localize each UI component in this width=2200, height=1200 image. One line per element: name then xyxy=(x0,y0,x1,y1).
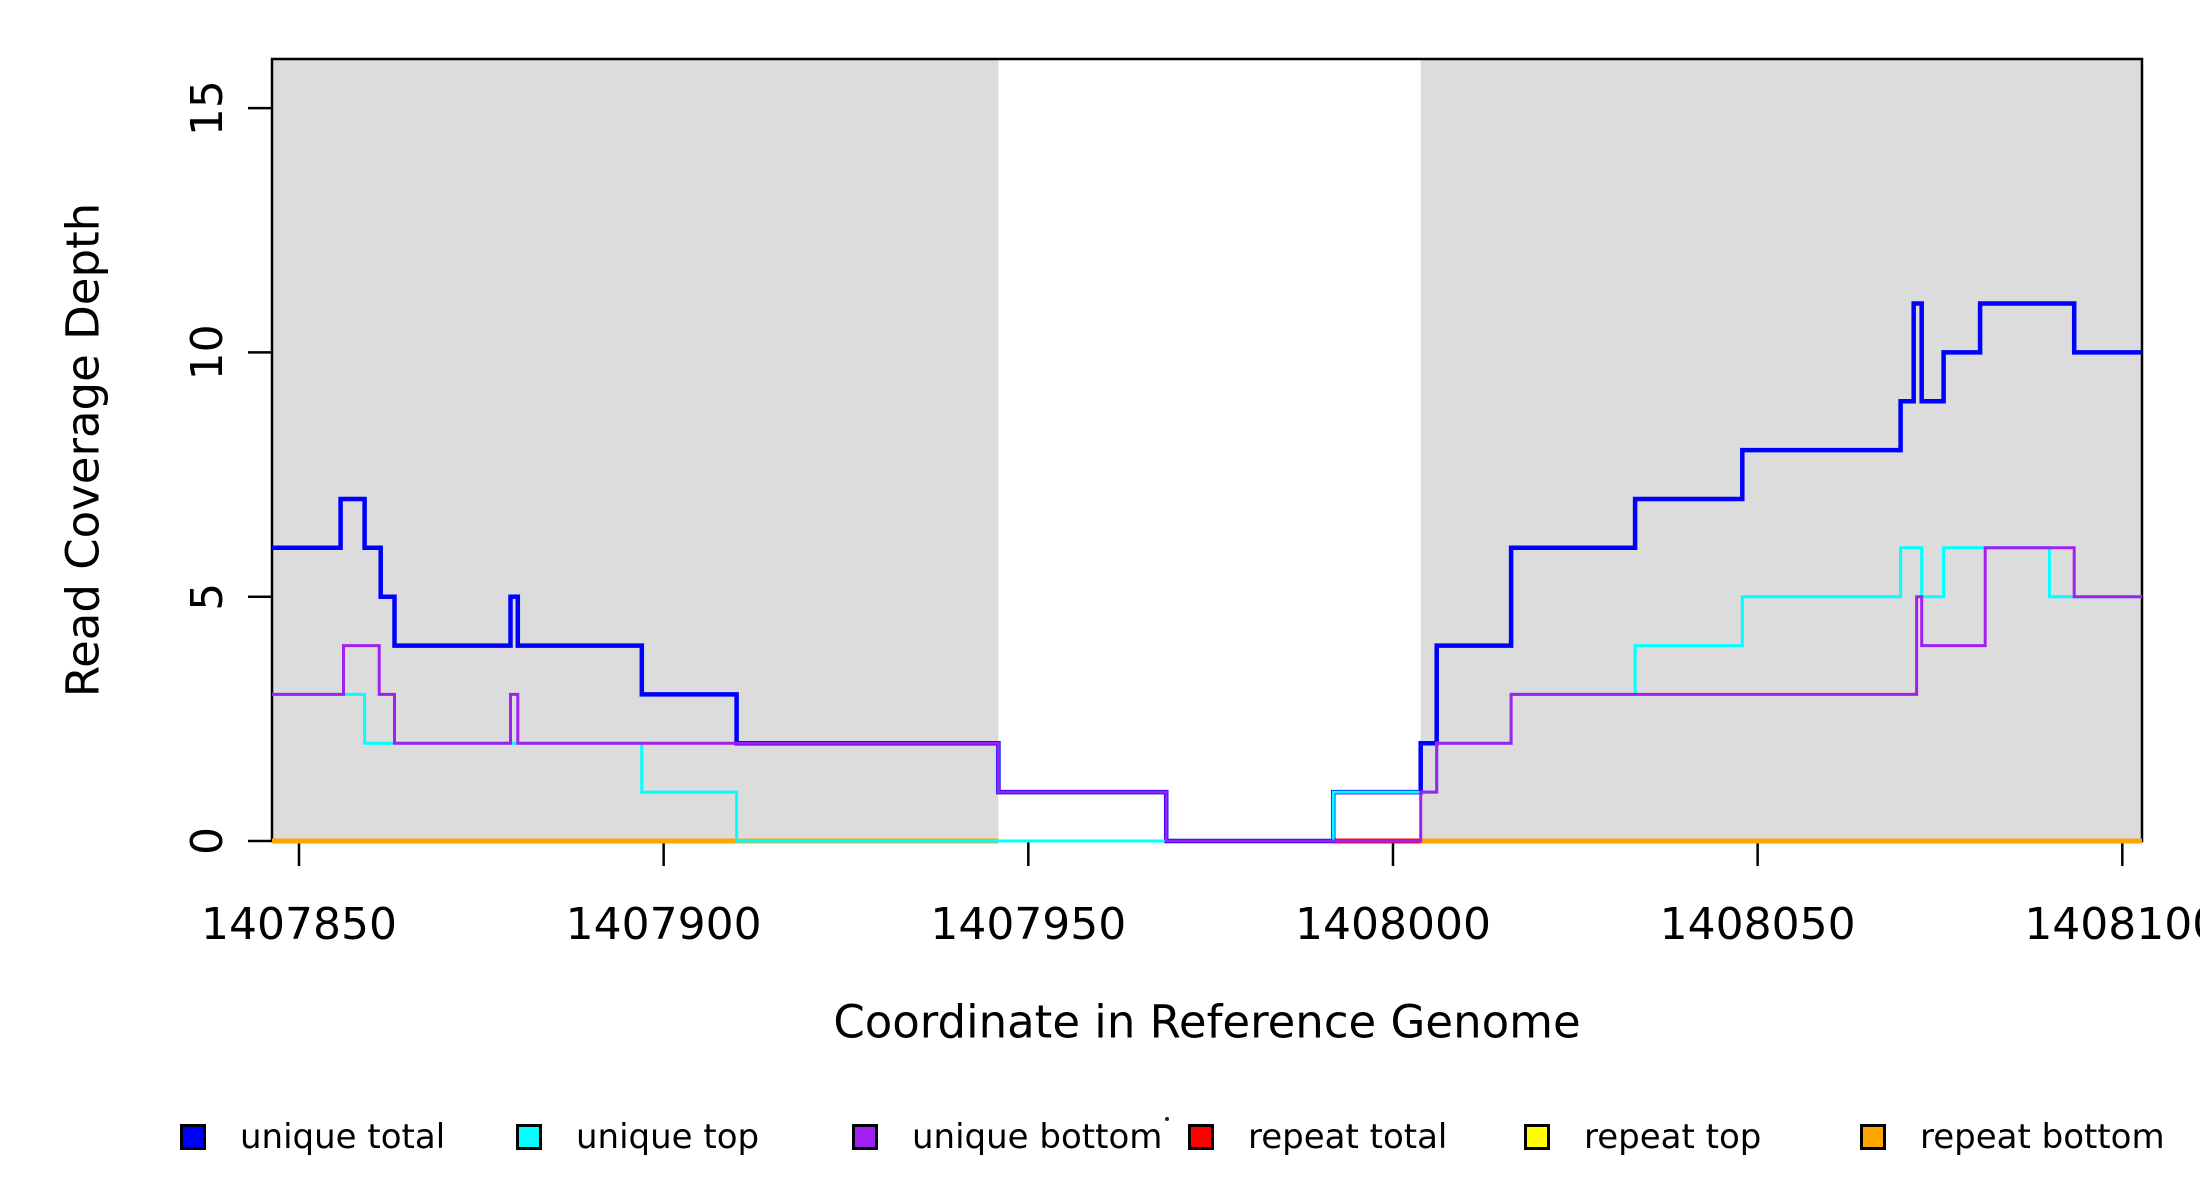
y-tick-label: 15 xyxy=(182,80,233,136)
y-tick-label: 0 xyxy=(182,827,233,855)
legend-swatch-icon xyxy=(852,1124,878,1150)
x-tick-label: 1408050 xyxy=(1660,899,1856,950)
legend-item-label: repeat bottom xyxy=(1920,1117,2165,1157)
legend-item-repeat-bottom: repeat bottom xyxy=(1860,1117,2165,1157)
legend-swatch-icon xyxy=(516,1124,542,1150)
x-axis-title: Coordinate in Reference Genome xyxy=(833,995,1581,1049)
x-tick-label: 1408000 xyxy=(1295,899,1491,950)
legend-item-unique-bottom: unique bottom xyxy=(852,1117,1162,1157)
legend-item-label: unique bottom xyxy=(912,1117,1163,1157)
stray-dot-artifact xyxy=(1165,1117,1169,1121)
legend-swatch-icon xyxy=(180,1124,206,1150)
legend-item-unique-top: unique top xyxy=(516,1117,759,1157)
x-tick-label: 1407900 xyxy=(566,899,762,950)
legend-item-unique-total: unique total xyxy=(180,1117,445,1157)
legend-item-label: repeat top xyxy=(1584,1117,1762,1157)
legend-item-repeat-total: repeat total xyxy=(1188,1117,1447,1157)
legend-item-label: repeat total xyxy=(1248,1117,1448,1157)
legend-item-repeat-top: repeat top xyxy=(1524,1117,1761,1157)
legend-swatch-icon xyxy=(1524,1124,1550,1150)
y-axis-title: Read Coverage Depth xyxy=(56,202,110,698)
series-line-unique-bottom xyxy=(272,546,2142,843)
y-tick-label: 10 xyxy=(182,324,233,380)
x-tick-label: 1407950 xyxy=(930,899,1126,950)
shaded-repeat-region xyxy=(272,59,999,841)
legend-item-label: unique top xyxy=(576,1117,760,1157)
legend-item-label: unique total xyxy=(240,1117,446,1157)
legend-swatch-icon xyxy=(1188,1124,1214,1150)
legend-swatch-icon xyxy=(1860,1124,1886,1150)
y-tick-label: 5 xyxy=(182,583,233,611)
x-tick-label: 1407850 xyxy=(201,899,397,950)
